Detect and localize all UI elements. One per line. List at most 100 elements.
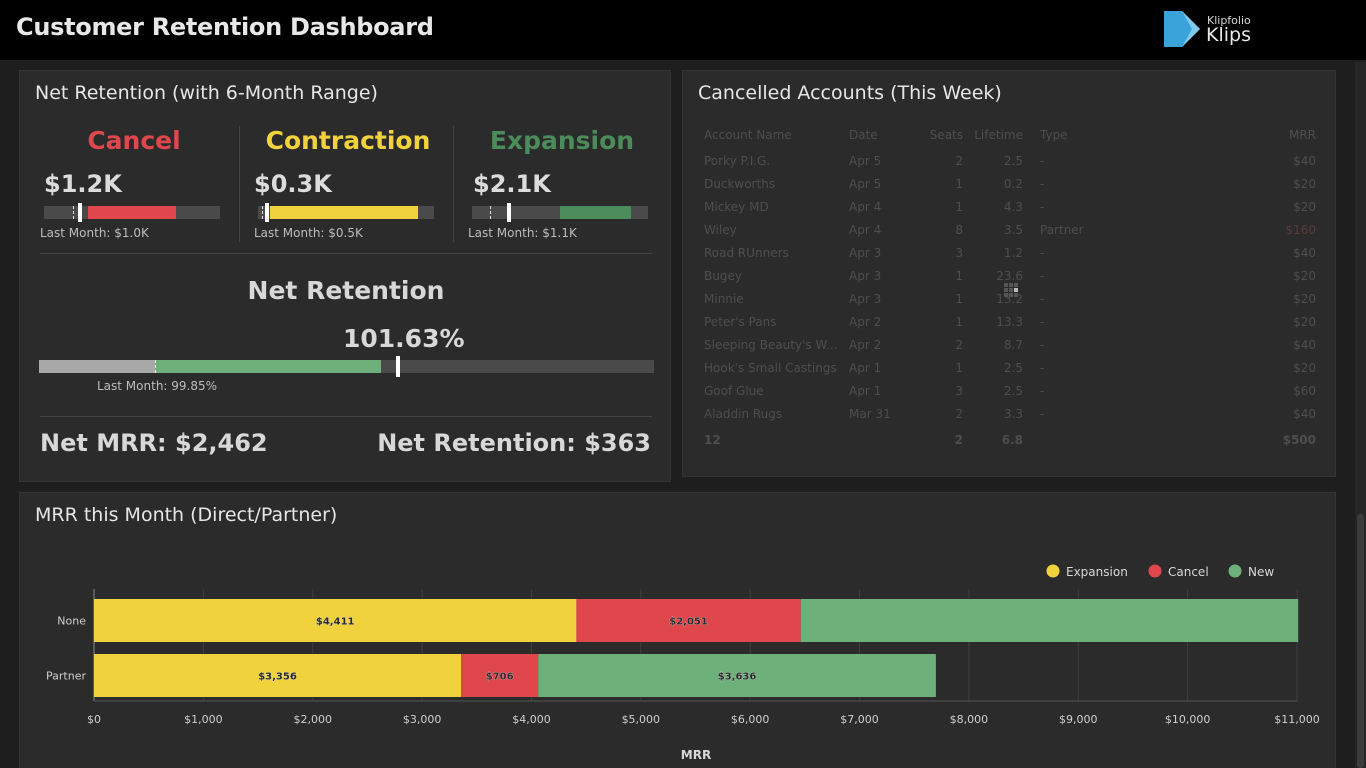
contraction-metric: Contraction $0.3K Last Month: $0.5K: [250, 126, 446, 242]
table-cell: $40: [1293, 154, 1316, 168]
table-cell: 3: [955, 246, 963, 260]
legend-label: New: [1248, 565, 1274, 579]
mrr-stacked-bar-chart: $0 $1,000 $2,000 $3,000 $4,000 $5,000 $6,000 $7…: [46, 564, 1320, 762]
current-marker: [265, 203, 269, 222]
table-cell: Wiley: [704, 223, 737, 237]
cancel-metric: Cancel $1.2K Last Month: $1.0K: [36, 126, 232, 242]
column-header: Seats: [929, 128, 963, 142]
total-cell: 2: [954, 433, 963, 447]
logo-small-text: Klipfolio: [1207, 14, 1251, 27]
table-cell: 13.3: [996, 315, 1023, 329]
x-tick-label: $0: [87, 713, 101, 726]
table-cell: $20: [1293, 292, 1316, 306]
table-cell: 3: [955, 384, 963, 398]
table-cell: -: [1040, 384, 1045, 398]
scrollbar-thumb[interactable]: [1357, 514, 1364, 768]
last-month-marker: [490, 206, 491, 219]
legend-swatch: [1148, 564, 1162, 578]
column-header: Type: [1040, 128, 1068, 142]
net-retention-fill: [155, 360, 381, 373]
table-cell: $60: [1293, 384, 1316, 398]
klipfolio-logo-icon: [1164, 11, 1200, 47]
divider: [40, 416, 652, 417]
table-cell: Apr 1: [849, 384, 882, 398]
table-cell: Apr 2: [849, 315, 882, 329]
table-cell: Apr 5: [849, 177, 882, 191]
legend-swatch: [1228, 564, 1242, 578]
table-cell: Apr 1: [849, 361, 882, 375]
table-cell: Goof Glue: [704, 384, 764, 398]
x-tick-label: $4,000: [512, 713, 551, 726]
table-cell: 2.5: [1003, 361, 1023, 375]
table-cell: Peter's Pans: [704, 315, 777, 329]
metric-range-bar: [472, 203, 648, 222]
table-cell: 8: [955, 223, 963, 237]
bar-data-label: $4,411: [316, 617, 355, 628]
bar-segment-expansion: [94, 654, 462, 697]
metric-range-bar: [258, 203, 434, 222]
loading-spinner-icon: [1004, 283, 1018, 297]
table-cell: 1: [955, 200, 963, 214]
table-cell: -: [1040, 315, 1045, 329]
current-marker: [396, 356, 400, 377]
x-tick-label: $7,000: [840, 713, 879, 726]
logo-big-text: Klips: [1206, 24, 1251, 46]
table-cell: 4.3: [1003, 200, 1023, 214]
table-cell: 2: [955, 154, 963, 168]
bar-segment-cancel: [461, 654, 539, 697]
column-header: Date: [849, 128, 878, 142]
current-marker: [78, 203, 82, 222]
panel-title: Cancelled Accounts (This Week): [698, 82, 1002, 104]
panel-title: MRR this Month (Direct/Partner): [35, 504, 338, 526]
bar-data-label: $2,051: [669, 617, 708, 628]
x-tick-label: $10,000: [1165, 713, 1211, 726]
cancelled-accounts-panel: Cancelled Accounts (This Week) Account N…: [682, 70, 1336, 477]
bar-data-label: $706: [486, 672, 514, 683]
table-cell: 2.5: [1003, 384, 1023, 398]
table-cell: 3.5: [1003, 223, 1023, 237]
table-cell: Partner: [1040, 223, 1084, 237]
total-cell: 12: [704, 433, 721, 447]
x-tick-label: $5,000: [622, 713, 661, 726]
panel-title: Net Retention (with 6-Month Range): [35, 82, 378, 104]
table-cell: $20: [1293, 315, 1316, 329]
table-cell: Aladdin Rugs: [704, 407, 783, 421]
x-tick-label: $8,000: [950, 713, 989, 726]
bar-data-label: $3,636: [718, 672, 757, 683]
table-cell: -: [1040, 177, 1045, 191]
last-month-marker: [73, 206, 74, 219]
metric-last-month: Last Month: $1.0K: [40, 226, 149, 240]
table-cell: 1.2: [1003, 246, 1023, 260]
table-cell: 1: [955, 177, 963, 191]
table-cell: Mar 31: [849, 407, 891, 421]
table-cell: 23.6: [996, 269, 1023, 283]
table-cell: 2: [955, 407, 963, 421]
net-retention-range: [39, 360, 155, 373]
last-month-marker: [262, 206, 263, 219]
table-cell: Mickey MD: [704, 200, 769, 214]
metric-name: Contraction: [265, 126, 431, 155]
mrr-direct-partner-panel: MRR this Month (Direct/Partner) $0 $1,000…: [19, 492, 1336, 768]
table-cell: 8.7: [1003, 338, 1023, 352]
table-cell: Minnie: [704, 292, 744, 306]
page-scrollbar[interactable]: [1355, 62, 1366, 768]
table-cell: Apr 3: [849, 292, 882, 306]
net-retention-bar: [39, 356, 654, 377]
column-header: Account Name: [704, 128, 792, 142]
table-cell: 1: [955, 361, 963, 375]
table-cell: 1: [955, 292, 963, 306]
legend-swatch: [1046, 564, 1060, 578]
x-tick-label: $11,000: [1274, 713, 1320, 726]
divider: [453, 126, 454, 242]
bar-segment-expansion: [94, 599, 577, 642]
table-cell: $20: [1293, 361, 1316, 375]
divider: [40, 253, 652, 254]
table-cell: -: [1040, 246, 1045, 260]
table-cell: Apr 5: [849, 154, 882, 168]
table-cell: Bugey: [704, 269, 742, 283]
table-cell: $40: [1293, 246, 1316, 260]
x-axis-title: MRR: [681, 748, 711, 762]
net-mrr-value: Net MRR: $2,462: [40, 429, 268, 457]
table-cell: Apr 4: [849, 200, 882, 214]
table-cell: Apr 2: [849, 338, 882, 352]
